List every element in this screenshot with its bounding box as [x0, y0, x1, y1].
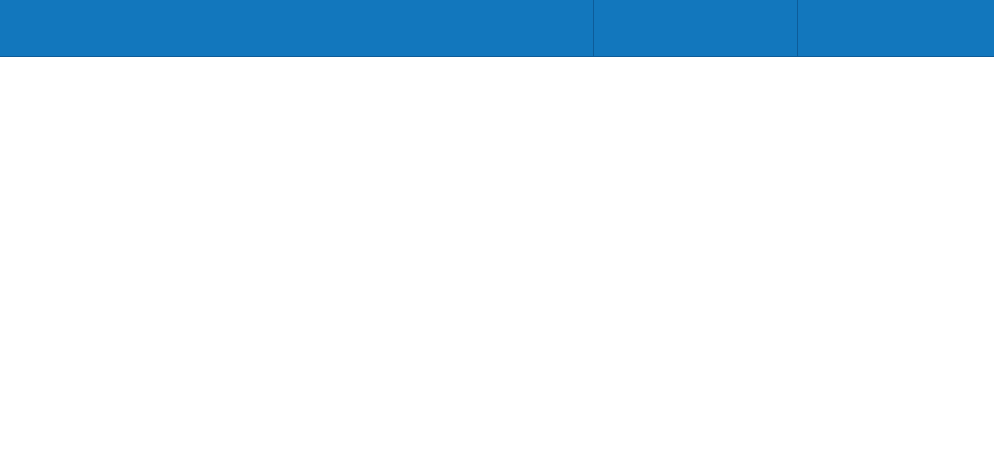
unit-column-header — [796, 0, 994, 57]
table-title — [0, 0, 595, 57]
header-row — [0, 0, 994, 57]
symbol-column-header — [593, 0, 798, 57]
